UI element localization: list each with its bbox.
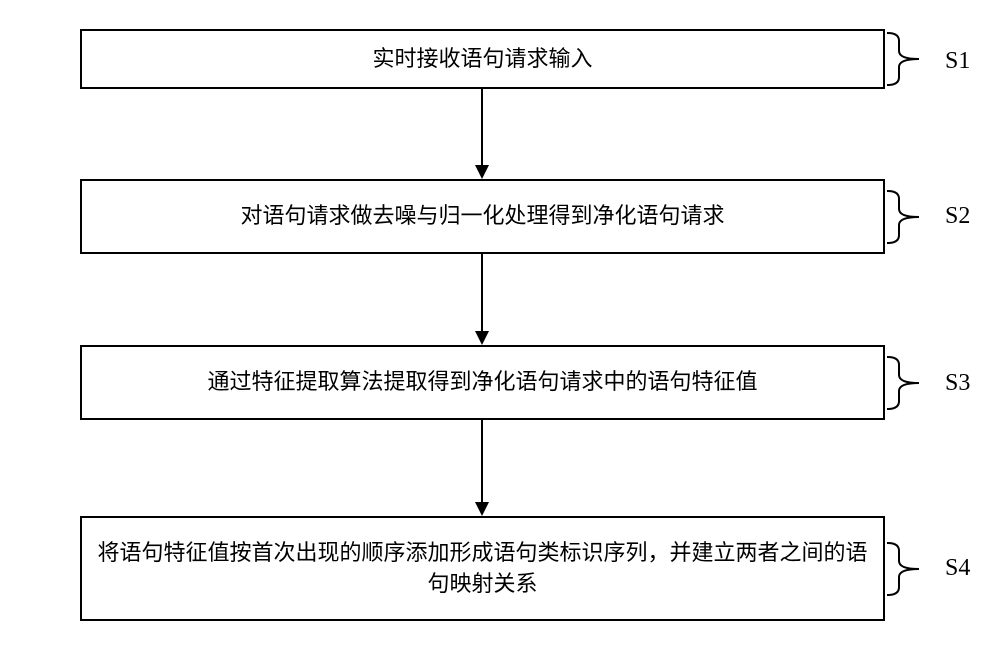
flow-node-n4: 将语句特征值按首次出现的顺序添加形成语句类标识序列，并建立两者之间的语句映射关系 — [80, 516, 885, 621]
arrow-head-icon — [475, 331, 489, 345]
step-label-s3: S3 — [945, 370, 970, 397]
arrow-n1-n2 — [481, 89, 483, 167]
flowchart-canvas: 实时接收语句请求输入 S1 对语句请求做去噪与归一化处理得到净化语句请求 S2 通过特征… — [0, 0, 1000, 671]
step-label-s1: S1 — [945, 48, 970, 75]
arrow-n2-n3 — [481, 254, 483, 333]
flow-node-text: 将语句特征值按首次出现的顺序添加形成语句类标识序列，并建立两者之间的语句映射关系 — [90, 538, 875, 600]
step-label-s4: S4 — [945, 555, 970, 582]
flow-node-n1: 实时接收语句请求输入 — [80, 29, 885, 89]
arrow-head-icon — [475, 502, 489, 516]
arrow-n3-n4 — [481, 420, 483, 504]
flow-node-text: 对语句请求做去噪与归一化处理得到净化语句请求 — [240, 201, 724, 232]
flow-node-text: 实时接收语句请求输入 — [372, 44, 592, 75]
flow-node-n3: 通过特征提取算法提取得到净化语句请求中的语句特征值 — [80, 345, 885, 420]
flow-node-text: 通过特征提取算法提取得到净化语句请求中的语句特征值 — [207, 367, 757, 398]
step-label-s2: S2 — [945, 203, 970, 230]
arrow-head-icon — [475, 165, 489, 179]
flow-node-n2: 对语句请求做去噪与归一化处理得到净化语句请求 — [80, 179, 885, 254]
